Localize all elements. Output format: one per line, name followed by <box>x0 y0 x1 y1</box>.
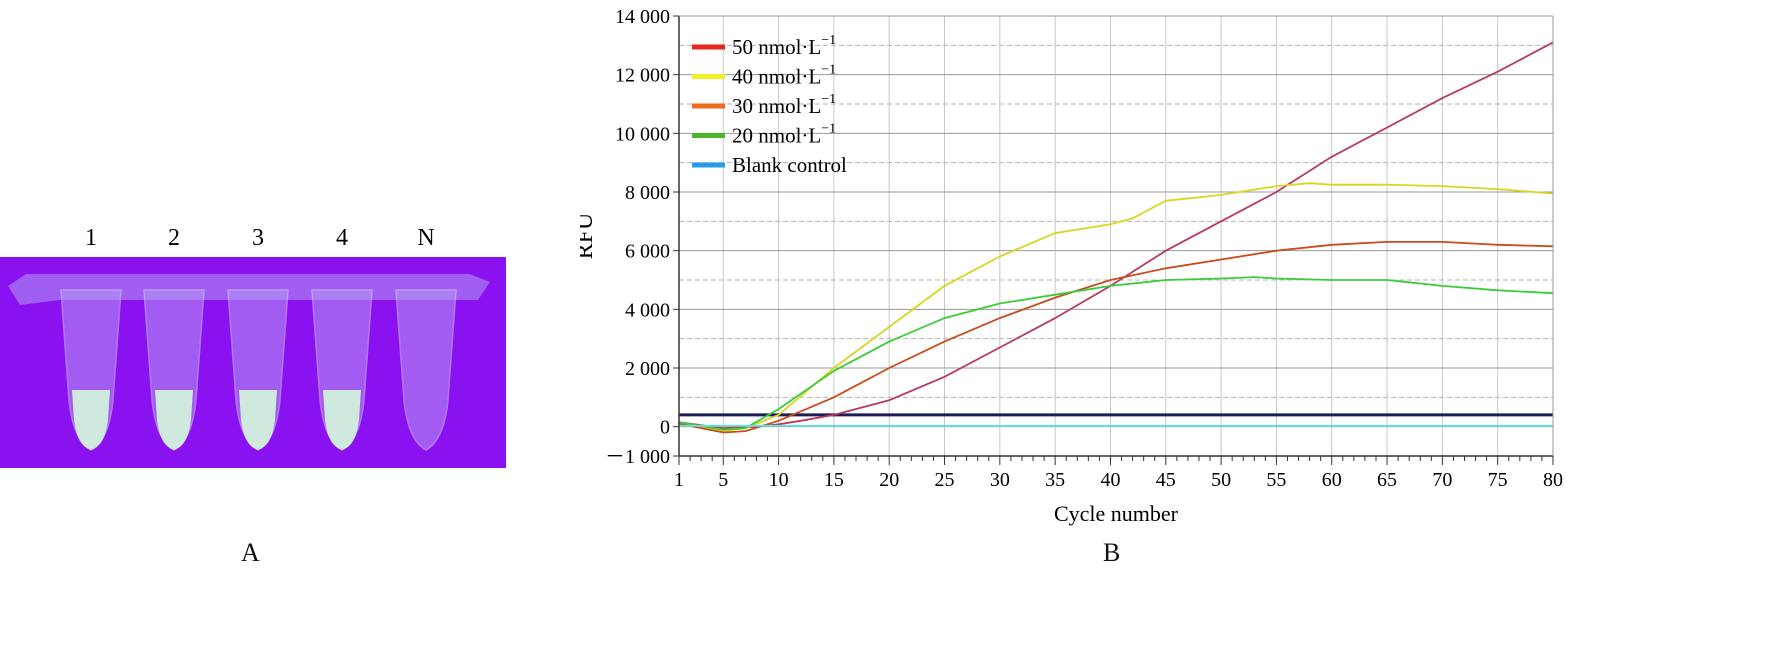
tube-labels: 1 2 3 4 N <box>85 225 435 251</box>
photo-panel: 1 2 3 4 N A <box>0 0 580 646</box>
legend-label-4: 20 nmol·L−1 <box>732 122 836 148</box>
legend-label-sup: −1 <box>821 122 836 137</box>
series-line-4 <box>678 276 1554 431</box>
y-tick-label: 10 000 <box>615 123 670 145</box>
x-tick-label: 80 <box>1543 469 1563 491</box>
y-tick-label: 6 000 <box>625 241 670 263</box>
chart-panel: 1 5 10 15 20 25 30 35 40 45 50 55 60 65 70 75 80 －1 000 0 2… <box>572 0 1769 646</box>
series-lines <box>678 41 1554 434</box>
tube-fluid-3 <box>239 390 277 450</box>
x-tick-label: 55 <box>1266 469 1286 491</box>
x-tick-label: 5 <box>718 469 728 491</box>
y-tick-label: 8 000 <box>625 182 670 204</box>
tick-labels: 1 5 10 15 20 25 30 35 40 45 50 55 60 65 70 75 80－1 00002… <box>605 6 1563 491</box>
legend-label-sup: −1 <box>821 33 836 48</box>
legend-label-sup: −1 <box>821 63 836 78</box>
x-tick-label: 60 <box>1322 469 1342 491</box>
tube-fluid-2 <box>155 390 193 450</box>
x-tick-label: 20 <box>879 469 899 491</box>
x-tick-label: 30 <box>990 469 1010 491</box>
legend-label-3: 30 nmol·L−1 <box>732 92 836 118</box>
legend-label-1: 50 nmol·L−1 <box>732 33 836 59</box>
series-line-1 <box>678 41 1554 430</box>
legend-label-5: Blank control <box>732 153 847 177</box>
tube-label-3: 3 <box>252 225 264 251</box>
tube-5 <box>395 289 457 451</box>
x-axis-label: Cycle number <box>1054 501 1179 526</box>
legend: 50 nmol·L−1 40 nmol·L−1 30 nmol·L−1 20 nmol… <box>692 33 847 177</box>
y-tick-label: 0 <box>660 417 670 439</box>
series-line-2 <box>678 182 1554 433</box>
y-tick-label: 14 000 <box>615 6 670 28</box>
tube-photo: 1 2 3 4 N <box>0 225 506 468</box>
y-tick-label: 2 000 <box>625 358 670 380</box>
amplification-chart: 1 5 10 15 20 25 30 35 40 45 50 55 60 65 70 75 80－1 00002… <box>572 6 1563 526</box>
y-tick-label: －1 000 <box>605 446 670 468</box>
x-tick-label: 35 <box>1045 469 1065 491</box>
x-tick-label: 1 <box>674 469 684 491</box>
legend-label-2: 40 nmol·L−1 <box>732 63 836 89</box>
x-tick-label: 65 <box>1377 469 1397 491</box>
series-line-3 <box>678 240 1554 434</box>
x-tick-label: 15 <box>824 469 844 491</box>
y-tick-label: 4 000 <box>625 299 670 321</box>
x-tick-label: 25 <box>935 469 955 491</box>
legend-label-sup: −1 <box>821 92 836 107</box>
panel-b-label: B <box>1103 538 1121 567</box>
tube-group <box>60 289 457 451</box>
tube-label-4: 4 <box>336 225 348 251</box>
tube-fluid-1 <box>72 390 110 450</box>
y-axis-label: RFU <box>580 213 598 260</box>
tube-label-2: 2 <box>168 225 180 251</box>
tube-label-5: N <box>417 225 434 251</box>
x-tick-label: 45 <box>1156 469 1176 491</box>
x-tick-label: 75 <box>1488 469 1508 491</box>
x-tick-label: 50 <box>1211 469 1231 491</box>
x-tick-label: 10 <box>769 469 789 491</box>
tube-label-1: 1 <box>85 225 97 251</box>
x-tick-label: 70 <box>1432 469 1452 491</box>
tube-fluid-4 <box>323 390 361 450</box>
x-tick-label: 40 <box>1100 469 1120 491</box>
y-tick-label: 12 000 <box>615 65 670 87</box>
axes <box>673 15 1554 465</box>
panel-a-label: A <box>241 538 260 567</box>
